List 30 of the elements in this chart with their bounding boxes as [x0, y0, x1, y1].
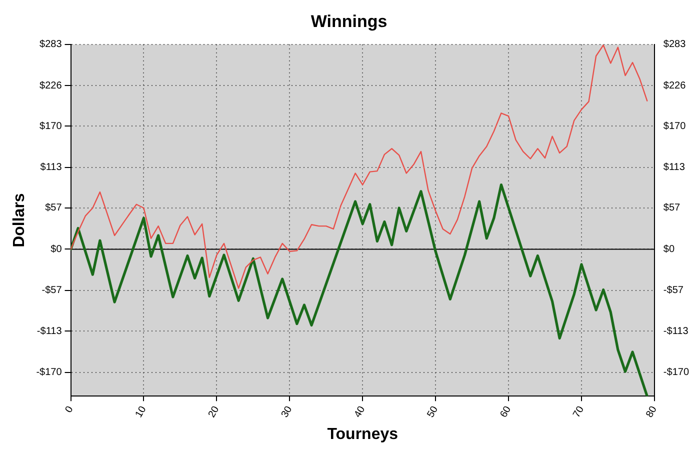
y-tick-label: $226	[40, 80, 62, 92]
y-tick-label: $0	[50, 244, 62, 255]
y-axis-title: Dollars	[11, 193, 28, 248]
y-tick-label: $57	[45, 202, 62, 214]
x-tick-label: 10	[134, 404, 149, 420]
y-tick-label: $170	[40, 120, 62, 132]
x-tick-label: 50	[425, 404, 441, 420]
x-tick-label: 60	[498, 404, 514, 420]
y-tick-label: $113	[40, 162, 62, 174]
y2-tick-label: -$170	[663, 367, 690, 378]
chart-title: Winnings	[310, 12, 388, 31]
y2-tick-label: -$57	[663, 285, 684, 296]
y-tick-label: $283	[40, 39, 62, 50]
y2-tick-label: $226	[663, 80, 686, 92]
x-tick-label: 40	[352, 404, 368, 420]
x-tick-label: 30	[280, 404, 295, 420]
x-tick-label: 80	[644, 404, 660, 420]
x-tick-label: 20	[206, 404, 222, 420]
y-tick-label: -$113	[36, 326, 62, 337]
y2-tick-label: -$113	[663, 326, 689, 337]
y2-tick-label: $113	[663, 162, 686, 174]
y-tick-label: -$170	[36, 367, 62, 378]
y2-tick-label: $0	[663, 244, 675, 255]
y2-tick-label: $170	[663, 120, 686, 132]
x-tick-label: 0	[63, 404, 76, 415]
x-axis-title: Tourneys	[327, 426, 398, 443]
y2-tick-label: $283	[663, 39, 686, 50]
y2-tick-label: $57	[663, 202, 681, 214]
x-tick-label: 70	[571, 404, 587, 420]
y-tick-label: -$57	[42, 285, 62, 296]
